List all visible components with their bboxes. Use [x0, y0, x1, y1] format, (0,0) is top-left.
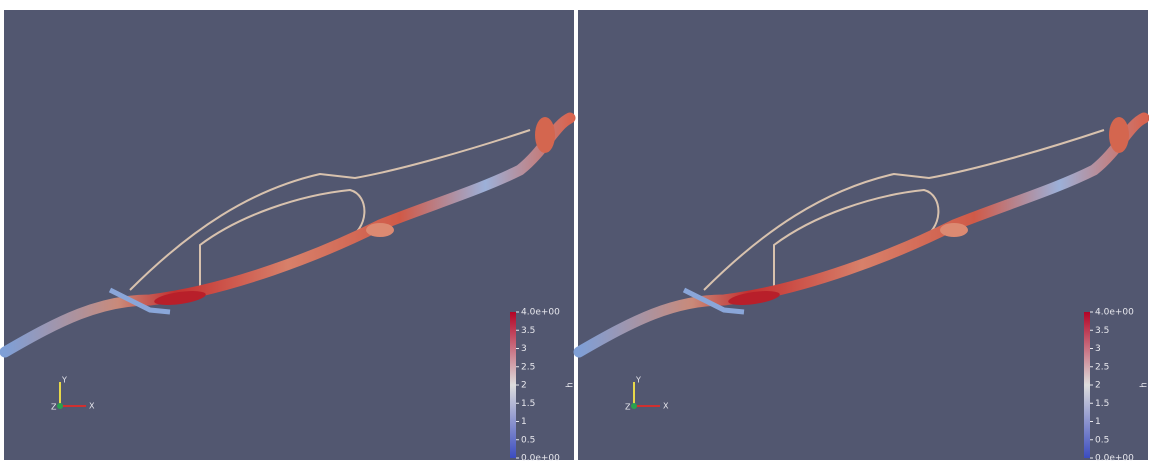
colorbar-label: 3 [521, 344, 527, 354]
colorbar-label: 1 [521, 417, 527, 427]
colorbar-label: 0.5 [521, 435, 535, 445]
axis-label: Z [625, 403, 631, 412]
colorbar-title: h [1140, 382, 1149, 388]
colorbar-label: 0.0e+00 [521, 454, 560, 462]
colorbar [510, 312, 516, 458]
colorbar-label: 0.0e+00 [1095, 454, 1134, 462]
colorbar-label: 3 [1095, 344, 1101, 354]
colorbar-label: 2.5 [521, 362, 535, 372]
colorbar-label: 2 [521, 381, 527, 391]
colorbar-label: 1 [1095, 417, 1101, 427]
colorbar-label: 4.0e+00 [521, 308, 560, 318]
axis-label: Z [51, 403, 57, 412]
axis-label: X [663, 402, 669, 411]
colorbar-label: 1.5 [521, 399, 535, 409]
colorbar-label: 3.5 [521, 326, 535, 336]
colorbar-label: 2.5 [1095, 362, 1109, 372]
colorbar-label: 1.5 [1095, 399, 1109, 409]
colorbar [1084, 312, 1090, 458]
axis-label: Y [61, 376, 67, 385]
colorbar-label: 0.5 [1095, 435, 1109, 445]
colorbar-label: 4.0e+00 [1095, 308, 1134, 318]
axis-label: X [89, 402, 95, 411]
axis-label: Y [635, 376, 641, 385]
colorbar-label: 3.5 [1095, 326, 1109, 336]
colorbar-label: 2 [1095, 381, 1101, 391]
colorbar-title: h [566, 382, 576, 388]
